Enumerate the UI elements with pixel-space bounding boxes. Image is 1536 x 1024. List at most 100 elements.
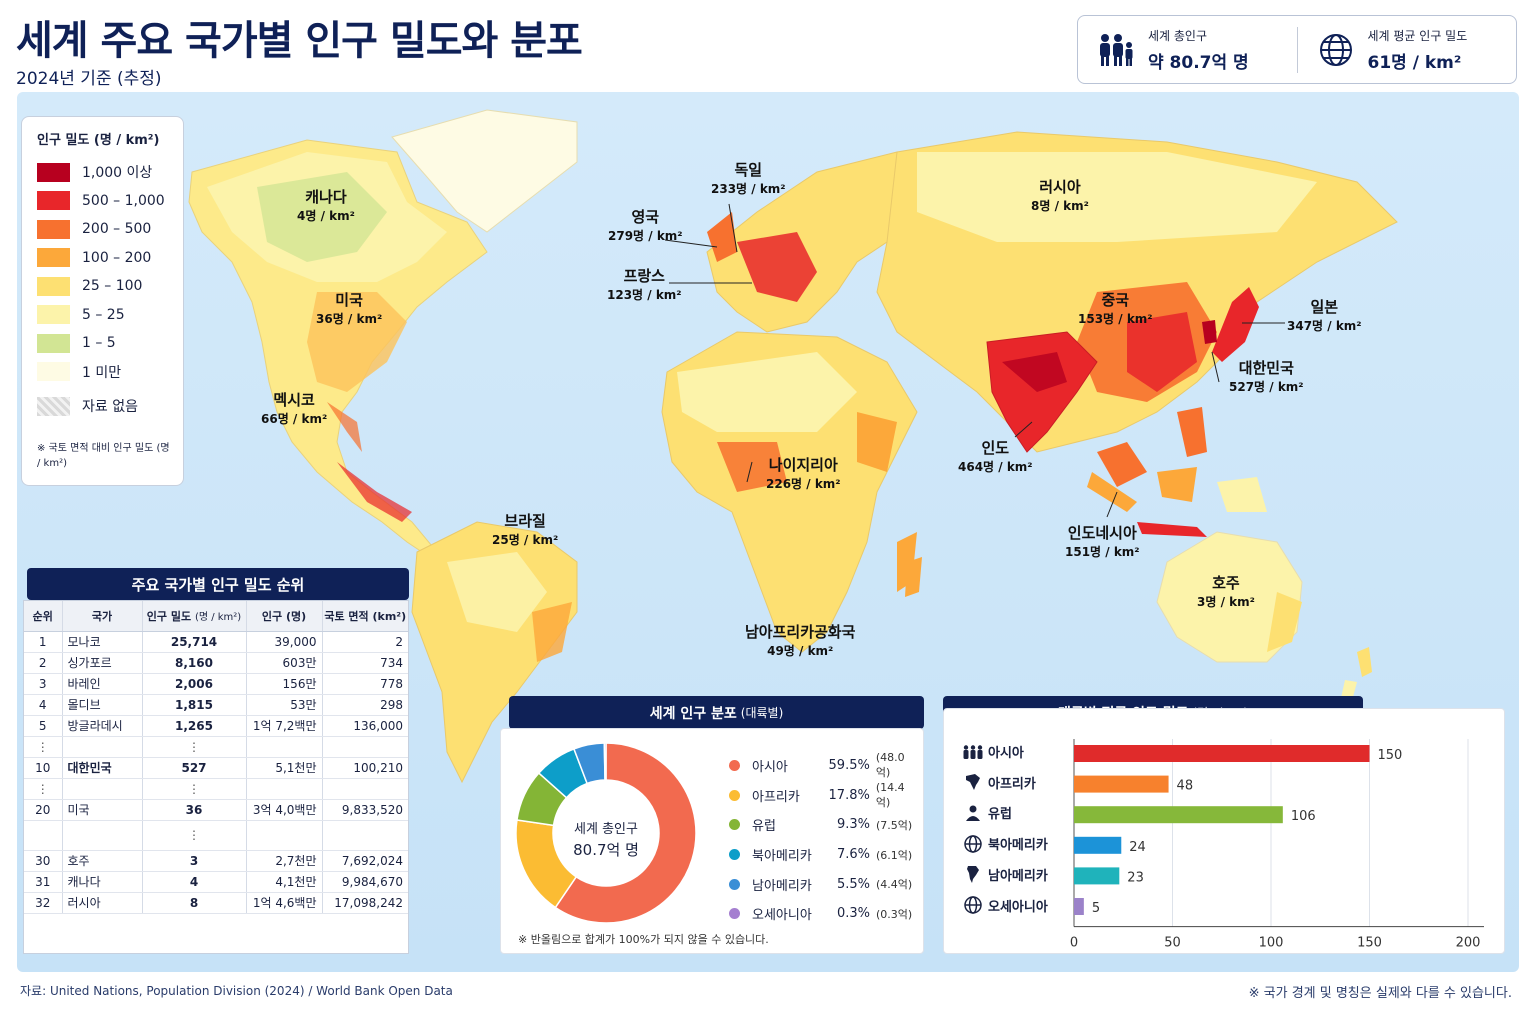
table-cell bbox=[245, 736, 322, 758]
bar-category: 유럽 bbox=[962, 803, 1012, 822]
distribution-note: ※ 반올림으로 합계가 100%가 되지 않을 수 있습니다. bbox=[518, 933, 769, 946]
table-row: 3 바레인 2,006 156만 778 bbox=[24, 673, 408, 695]
bar bbox=[1074, 745, 1370, 762]
map-label-russia: 러시아 8명 / km² bbox=[1031, 178, 1089, 213]
legend-item: 200 – 500 bbox=[37, 215, 183, 244]
table-cell: 20 bbox=[24, 799, 62, 821]
table-cell: 4 bbox=[24, 694, 62, 716]
bar bbox=[1074, 836, 1122, 854]
continent-pct: 59.5% bbox=[828, 758, 870, 774]
table-cell: 7,692,024 bbox=[321, 850, 408, 872]
legend-swatch bbox=[37, 162, 70, 182]
legend-swatch bbox=[37, 248, 70, 268]
donut-center-value: 80.7억 명 bbox=[573, 841, 639, 859]
bar bbox=[1074, 806, 1283, 824]
table-cell bbox=[61, 820, 142, 851]
bar-category: 아프리카 bbox=[962, 773, 1036, 792]
col-density: 인구 밀도 (명 / km²) bbox=[141, 601, 246, 632]
table-cell: ⋮ bbox=[141, 820, 246, 851]
table-cell: 모나코 bbox=[61, 631, 142, 653]
stat-density-label: 세계 평균 인구 밀도 bbox=[1367, 28, 1468, 43]
legend-label: 1 – 5 bbox=[82, 335, 116, 352]
x-tick-label: 0 bbox=[1070, 936, 1078, 951]
legend-dot bbox=[729, 789, 740, 801]
donut-legend-item: 남아메리카 5.5% (4.4억) bbox=[729, 869, 919, 899]
map-label-japan: 일본 347명 / km² bbox=[1287, 298, 1362, 333]
table-cell: 1,265 bbox=[141, 715, 246, 737]
globe-icon bbox=[962, 895, 984, 915]
table-cell: 1억 7,2백만 bbox=[245, 715, 322, 737]
continent-pct: 9.3% bbox=[836, 817, 870, 833]
legend-dot bbox=[729, 908, 740, 920]
page-title: 세계 주요 국가별 인구 밀도와 분포 bbox=[16, 18, 583, 64]
bar-category: 아시아 bbox=[962, 742, 1024, 761]
source: 자료: United Nations, Population Division … bbox=[20, 984, 453, 998]
legend-label: 25 – 100 bbox=[82, 278, 143, 295]
south-america-icon bbox=[962, 864, 984, 884]
table-cell bbox=[321, 736, 408, 758]
col-area: 국토 면적 (km²) bbox=[321, 601, 408, 632]
continent-abs: (48.0억) bbox=[875, 751, 905, 780]
map-label-south-africa: 남아프리카공화국 49명 / km² bbox=[745, 623, 856, 658]
donut-legend-item: 북아메리카 7.6% (6.1억) bbox=[729, 840, 919, 870]
table-cell: 136,000 bbox=[321, 715, 408, 737]
table-row: 10 대한민국 527 5,1천만 100,210 bbox=[24, 757, 408, 779]
legend-item: 100 – 200 bbox=[37, 244, 183, 273]
table-cell: 30 bbox=[24, 850, 62, 872]
table-row: 4 몰디브 1,815 53만 298 bbox=[24, 694, 408, 716]
table-cell: 4,1천만 bbox=[245, 871, 322, 893]
table-ellipsis-row: ⋮ ⋮ bbox=[24, 778, 408, 800]
table-cell: 10 bbox=[24, 757, 62, 779]
table-cell: 5 bbox=[24, 715, 62, 737]
donut-legend-item: 오세아니아 0.3% (0.3억) bbox=[729, 899, 919, 929]
globe-icon bbox=[962, 834, 984, 854]
donut-legend-item: 아프리카 17.8% (14.4억) bbox=[729, 781, 919, 811]
map-label-india: 인도 464명 / km² bbox=[958, 439, 1033, 474]
table-cell: 2 bbox=[321, 631, 408, 653]
x-tick-label: 100 bbox=[1259, 936, 1284, 951]
col-country: 국가 bbox=[61, 601, 142, 632]
table-cell: 싱가포르 bbox=[61, 652, 142, 674]
map-label-nigeria: 나이지리아 226명 / km² bbox=[766, 456, 841, 491]
legend-label: 1,000 이상 bbox=[82, 165, 153, 182]
table-cell bbox=[61, 778, 142, 800]
legend-dot bbox=[729, 849, 740, 861]
bar-chart-panel: 0 50 100 150 200 150 48 106 24 23 5 아시아 아프리카 유럽 북아메리카… bbox=[943, 708, 1505, 954]
distribution-panel: 세계 총인구 80.7억 명 아시아 59.5% (48.0억) 아프리카 17.8% (… bbox=[500, 728, 924, 954]
table-cell: 39,000 bbox=[245, 631, 322, 653]
table-cell: 36 bbox=[141, 799, 246, 821]
table-cell: 러시아 bbox=[61, 892, 142, 914]
legend-item: 자료 없음 bbox=[37, 392, 183, 421]
summary-stats: 세계 총인구 약 80.7억 명 세계 평균 인구 밀도 61명 / km² bbox=[1077, 15, 1517, 84]
page-subtitle: 2024년 기준 (추정) bbox=[16, 69, 162, 89]
legend-label: 1 미만 bbox=[82, 364, 122, 381]
table-cell: 방글라데시 bbox=[61, 715, 142, 737]
map-label-germany: 독일 233명 / km² bbox=[711, 161, 786, 196]
table-cell: 53만 bbox=[245, 694, 322, 716]
bar-value-label: 24 bbox=[1129, 840, 1146, 855]
donut-chart: 세계 총인구 80.7억 명 bbox=[515, 742, 697, 924]
bar-value-label: 150 bbox=[1378, 748, 1403, 763]
table-row: 20 미국 36 3억 4,0백만 9,833,520 bbox=[24, 799, 408, 821]
continent-pct: 17.8% bbox=[828, 787, 870, 803]
table-cell bbox=[61, 736, 142, 758]
table-cell: 3억 4,0백만 bbox=[245, 799, 322, 821]
map-label-australia: 호주 3명 / km² bbox=[1197, 574, 1255, 609]
legend-dot bbox=[729, 819, 740, 831]
legend-label: 500 – 1,000 bbox=[82, 192, 165, 209]
continent-abs: (6.1억) bbox=[876, 848, 913, 862]
distribution-title: 세계 인구 분포 (대륙별) bbox=[509, 696, 924, 729]
disclaimer: ※ 국가 경계 및 명칭은 실제와 다를 수 있습니다. bbox=[1248, 986, 1512, 1001]
legend-swatch bbox=[37, 362, 70, 382]
table-cell: 호주 bbox=[61, 850, 142, 872]
table-cell: 2,006 bbox=[141, 673, 246, 695]
donut-legend: 아시아 59.5% (48.0억) 아프리카 17.8% (14.4억) 유럽 9.3% (7.… bbox=[729, 751, 919, 929]
map-label-korea: 대한민국 527명 / km² bbox=[1229, 359, 1304, 394]
legend-item: 25 – 100 bbox=[37, 272, 183, 301]
table-row: 31 캐나다 4 4,1천만 9,984,670 bbox=[24, 871, 408, 893]
continent-pct: 5.5% bbox=[836, 876, 870, 892]
continent-name: 남아메리카 bbox=[752, 878, 812, 894]
table-cell: 2,7천만 bbox=[245, 850, 322, 872]
continent-pct: 7.6% bbox=[836, 847, 870, 863]
col-population: 인구 (명) bbox=[245, 601, 322, 632]
